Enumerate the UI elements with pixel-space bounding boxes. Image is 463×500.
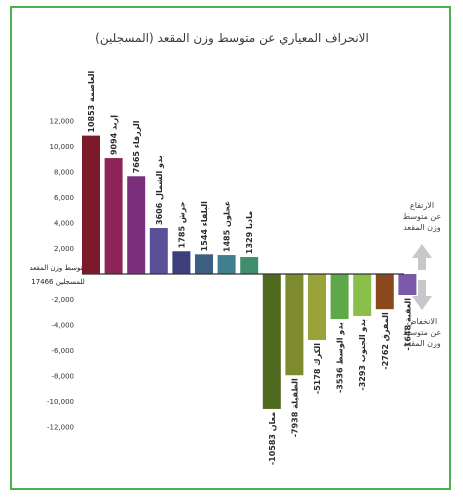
baseline-label-line1: متوسط وزن المقعد (29, 264, 86, 272)
baseline-label-line2: للمسجلين 17466 (31, 278, 85, 286)
bar (217, 255, 236, 274)
bar (104, 158, 123, 274)
y-tick-label: -8,000 (51, 373, 74, 381)
bar (308, 274, 326, 341)
bar (172, 251, 191, 274)
bar-label: 1329 مادبا (245, 211, 254, 254)
decrease-annotation: الانخفاض (407, 317, 437, 326)
bar (330, 274, 349, 320)
y-tick-label: 6,000 (54, 194, 74, 202)
increase-annotation: الارتفاع (410, 201, 434, 210)
bar-label: 10853 العاصمة (87, 71, 96, 133)
bar (398, 274, 417, 296)
increase-annotation: وزن المقعد (403, 223, 441, 232)
bar (353, 274, 372, 316)
bar (127, 176, 146, 274)
bar-label: 3606 بدو الشمال (155, 155, 164, 225)
bar-label: 1785 جرش (177, 201, 187, 248)
down-arrow-icon (412, 280, 432, 310)
y-tick-label: -12,000 (47, 424, 74, 432)
bar-label: -1648 العقبة (403, 298, 412, 351)
increase-annotation: عن متوسط (403, 212, 442, 221)
bar-label: 7665 الزرقاء (132, 120, 141, 173)
y-tick-label: 10,000 (50, 143, 75, 151)
bar-label: -10583 معان (268, 412, 277, 465)
y-tick-label: -10,000 (47, 398, 74, 406)
bar-label: -3293 بدو الجنوب (358, 319, 367, 391)
bar-label: 1485 عجلون (223, 201, 232, 252)
bar-label: -7938 الطفيلة (290, 378, 299, 437)
bar (262, 274, 281, 409)
bar-label: -3536 بدو الوسط (336, 322, 345, 393)
y-tick-label: 2,000 (54, 245, 74, 253)
bar-label: 1544 البلقاء (200, 201, 209, 251)
bar (195, 254, 213, 274)
y-tick-label: -2,000 (51, 296, 74, 304)
y-tick-label: 4,000 (54, 220, 74, 228)
y-tick-label: 12,000 (50, 118, 75, 126)
bar-chart: الانحراف المعياري عن متوسط وزن المقعد (ا… (29, 31, 442, 465)
y-tick-label: -4,000 (51, 322, 74, 330)
chart-title: الانحراف المعياري عن متوسط وزن المقعد (ا… (95, 31, 369, 46)
bar (375, 274, 394, 310)
bar (240, 257, 259, 274)
decrease-annotation: عن متوسط (403, 328, 442, 337)
bar-label: 9094 إربد (110, 115, 119, 155)
y-tick-label: 8,000 (54, 169, 74, 177)
chart-frame: الانحراف المعياري عن متوسط وزن المقعد (ا… (10, 6, 451, 490)
bar-label: -2762 المفرق (381, 312, 390, 370)
bar (149, 228, 168, 274)
up-arrow-icon (412, 244, 432, 270)
bar (82, 135, 100, 274)
bar (285, 274, 304, 376)
decrease-annotation: وزن المقعد (403, 339, 441, 348)
bar-label: -5178 الكرك (313, 343, 322, 394)
y-tick-label: -6,000 (51, 347, 74, 355)
